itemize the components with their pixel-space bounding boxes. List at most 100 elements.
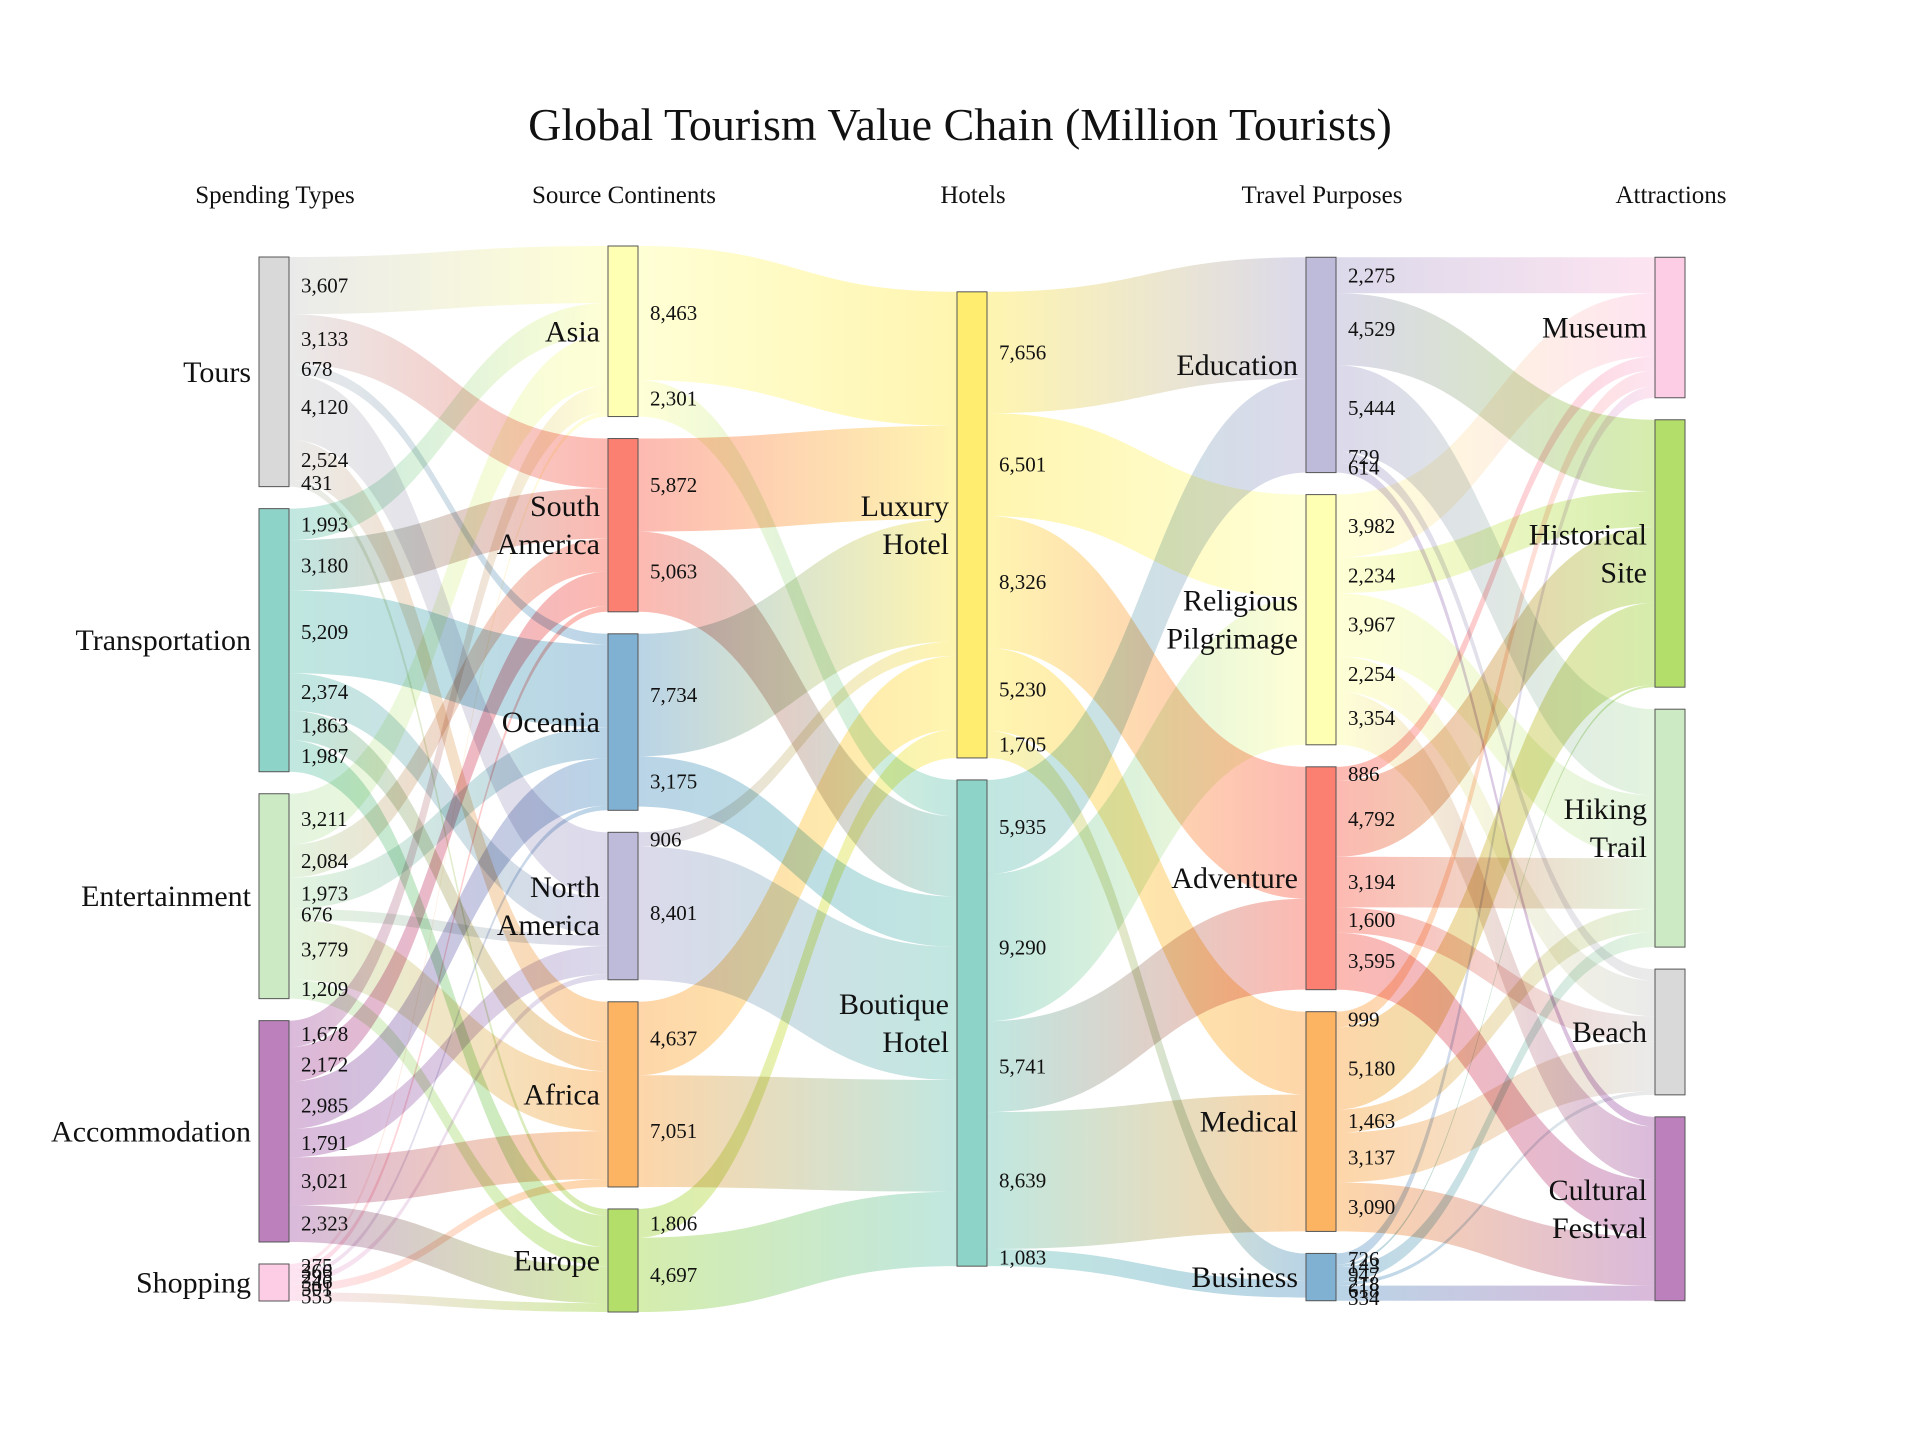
value-label-business-to-hiking-trail: 947 (1348, 1263, 1380, 1287)
value-label-tours-to-oceania: 678 (301, 357, 333, 381)
node-africa (607, 1001, 639, 1188)
value-label-asia-to-boutique-hotel: 2,301 (650, 386, 697, 410)
value-label-medical-to-cultural-festival: 3,090 (1348, 1195, 1395, 1219)
link-business-to-hiking-trail (1336, 932, 1655, 1283)
node-boutique-hotel (956, 779, 988, 1267)
node-accommodation (258, 1020, 290, 1243)
link-accommodation-to-north-america (289, 945, 608, 1158)
value-label-shopping-to-north-america: 346 (301, 1270, 333, 1294)
value-label-entertainment-to-asia: 3,211 (301, 807, 347, 831)
value-label-oceania-to-luxury-hotel: 7,734 (650, 683, 698, 707)
value-label-accommodation-to-africa: 3,021 (301, 1169, 348, 1193)
link-medical-to-historical-site (1336, 602, 1655, 1110)
value-label-asia-to-luxury-hotel: 8,463 (650, 301, 697, 325)
node-religious-pilgrimage (1305, 494, 1337, 746)
node-medical (1305, 1011, 1337, 1232)
link-adventure-to-beach (1336, 907, 1655, 1042)
value-label-religious-pilgrimage-to-hiking-trail: 3,967 (1348, 613, 1395, 637)
link-luxury-hotel-to-education (987, 257, 1306, 414)
node-label-adventure: Adventure (1171, 862, 1298, 895)
link-accommodation-to-oceania (289, 758, 608, 1129)
links-layer (289, 246, 1655, 1312)
value-label-adventure-to-museum: 886 (1348, 762, 1380, 786)
value-label-education-to-cultural-festival: 614 (1348, 456, 1380, 480)
value-label-religious-pilgrimage-to-historical-site: 2,234 (1348, 563, 1396, 587)
column-header-source-continents: Source Continents (532, 182, 716, 209)
value-label-boutique-hotel-to-religious-pilgrimage: 9,290 (999, 936, 1046, 960)
column-header-travel-purposes: Travel Purposes (1242, 182, 1403, 209)
link-transportation-to-south-america (289, 488, 608, 591)
value-label-medical-to-museum: 999 (1348, 1008, 1380, 1032)
link-transportation-to-africa (289, 710, 608, 1072)
value-label-boutique-hotel-to-adventure: 5,741 (999, 1055, 1046, 1079)
value-label-accommodation-to-oceania: 2,985 (301, 1093, 348, 1117)
node-labels-layer: Tours Transportation Entertainment Accommod… (51, 312, 1647, 1300)
node-label-hiking-trail: Hiking Trail (1564, 793, 1647, 864)
node-north-america (607, 831, 639, 981)
node-label-business: Business (1191, 1261, 1298, 1294)
node-museum (1654, 256, 1686, 399)
value-label-religious-pilgrimage-to-museum: 3,982 (1348, 514, 1395, 538)
link-europe-to-luxury-hotel (638, 729, 957, 1238)
column-header-spending-types: Spending Types (195, 182, 355, 209)
value-label-south-america-to-luxury-hotel: 5,872 (650, 473, 697, 497)
link-religious-pilgrimage-to-historical-site (1336, 491, 1655, 594)
value-label-africa-to-boutique-hotel: 7,051 (650, 1119, 697, 1143)
link-shopping-to-north-america (289, 974, 608, 1285)
link-boutique-hotel-to-business (987, 1249, 1306, 1298)
link-medical-to-museum (1336, 370, 1655, 1028)
value-label-religious-pilgrimage-to-cultural-festival: 3,354 (1348, 706, 1396, 730)
value-label-business-to-cultural-festival: 618 (1348, 1279, 1380, 1303)
link-business-to-museum (1336, 386, 1655, 1265)
link-education-to-cultural-festival (1336, 462, 1655, 1127)
node-cultural-festival (1654, 1116, 1686, 1302)
link-education-to-museum (1336, 257, 1655, 294)
column-headers: Spending Types Source Continents Hotels … (195, 182, 1726, 209)
value-label-transportation-to-africa: 1,863 (301, 714, 348, 738)
link-africa-to-luxury-hotel (638, 655, 957, 1076)
node-historical-site (1654, 419, 1686, 688)
link-europe-to-boutique-hotel (638, 1191, 957, 1312)
node-label-education: Education (1176, 349, 1298, 382)
value-label-north-america-to-luxury-hotel: 906 (650, 827, 682, 851)
value-label-tours-to-north-america: 4,120 (301, 395, 348, 419)
node-oceania (607, 633, 639, 811)
value-label-tours-to-africa: 2,524 (301, 448, 349, 472)
link-medical-to-cultural-festival (1336, 1182, 1655, 1286)
link-north-america-to-boutique-hotel (638, 846, 957, 1081)
link-boutique-hotel-to-medical (987, 1094, 1306, 1250)
node-education (1305, 256, 1337, 474)
node-shopping (258, 1263, 290, 1302)
column-header-hotels: Hotels (940, 182, 1005, 209)
value-label-education-to-historical-site: 4,529 (1348, 317, 1395, 341)
link-tours-to-south-america (289, 314, 608, 489)
link-business-to-cultural-festival (1336, 1295, 1655, 1301)
link-luxury-hotel-to-religious-pilgrimage (987, 413, 1306, 598)
node-label-medical: Medical (1200, 1106, 1298, 1139)
value-label-adventure-to-historical-site: 4,792 (1348, 807, 1395, 831)
node-label-africa: Africa (523, 1078, 600, 1111)
value-label-accommodation-to-europe: 2,323 (301, 1212, 348, 1236)
node-beach (1654, 968, 1686, 1096)
link-transportation-to-oceania (289, 590, 608, 728)
link-shopping-to-asia (289, 412, 608, 1269)
value-label-accommodation-to-north-america: 1,791 (301, 1131, 348, 1155)
value-label-accommodation-to-asia: 1,678 (301, 1022, 348, 1046)
node-transportation (258, 508, 290, 773)
link-tours-to-oceania (289, 363, 608, 645)
value-label-oceania-to-boutique-hotel: 3,175 (650, 769, 697, 793)
value-label-accommodation-to-south-america: 2,172 (301, 1052, 348, 1076)
value-label-shopping-to-south-america: 366 (301, 1259, 333, 1283)
node-label-transportation: Transportation (75, 624, 251, 657)
value-label-adventure-to-hiking-trail: 3,194 (1348, 870, 1396, 894)
node-label-north-america: North America (497, 871, 600, 942)
node-entertainment (258, 793, 290, 1000)
value-label-business-to-cultural-festival: 334 (1348, 1286, 1380, 1310)
link-adventure-to-museum (1336, 356, 1655, 781)
node-label-boutique-hotel: Boutique Hotel (839, 988, 949, 1059)
link-luxury-hotel-to-adventure (987, 516, 1306, 899)
link-shopping-to-oceania (289, 805, 608, 1279)
value-label-transportation-to-europe: 1,987 (301, 744, 348, 768)
value-label-luxury-hotel-to-medical: 5,230 (999, 677, 1046, 701)
